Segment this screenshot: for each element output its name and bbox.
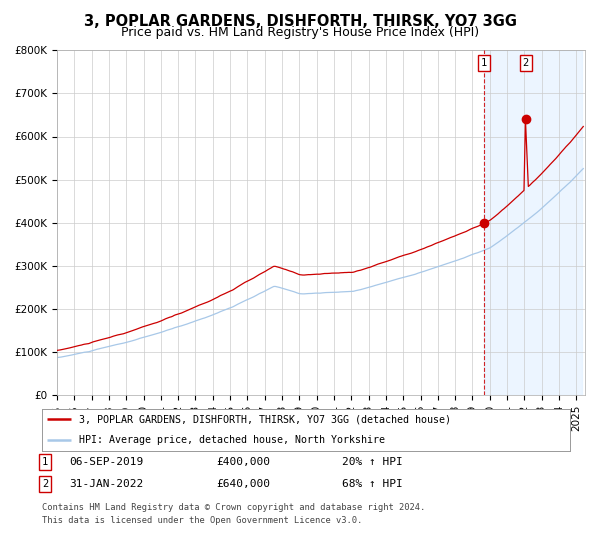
Text: £640,000: £640,000 xyxy=(216,479,270,489)
Text: 2: 2 xyxy=(523,58,529,68)
Text: 06-SEP-2019: 06-SEP-2019 xyxy=(69,457,143,467)
Text: 2: 2 xyxy=(42,479,48,489)
Text: 3, POPLAR GARDENS, DISHFORTH, THIRSK, YO7 3GG (detached house): 3, POPLAR GARDENS, DISHFORTH, THIRSK, YO… xyxy=(79,414,451,424)
Text: £400,000: £400,000 xyxy=(216,457,270,467)
Text: 68% ↑ HPI: 68% ↑ HPI xyxy=(342,479,403,489)
Text: Price paid vs. HM Land Registry's House Price Index (HPI): Price paid vs. HM Land Registry's House … xyxy=(121,26,479,39)
Text: 1: 1 xyxy=(481,58,487,68)
Text: Contains HM Land Registry data © Crown copyright and database right 2024.: Contains HM Land Registry data © Crown c… xyxy=(42,503,425,512)
Text: 3, POPLAR GARDENS, DISHFORTH, THIRSK, YO7 3GG: 3, POPLAR GARDENS, DISHFORTH, THIRSK, YO… xyxy=(83,14,517,29)
Text: 1: 1 xyxy=(42,457,48,467)
Text: HPI: Average price, detached house, North Yorkshire: HPI: Average price, detached house, Nort… xyxy=(79,435,385,445)
Text: This data is licensed under the Open Government Licence v3.0.: This data is licensed under the Open Gov… xyxy=(42,516,362,525)
Bar xyxy=(484,50,581,395)
Text: 31-JAN-2022: 31-JAN-2022 xyxy=(69,479,143,489)
Text: 20% ↑ HPI: 20% ↑ HPI xyxy=(342,457,403,467)
